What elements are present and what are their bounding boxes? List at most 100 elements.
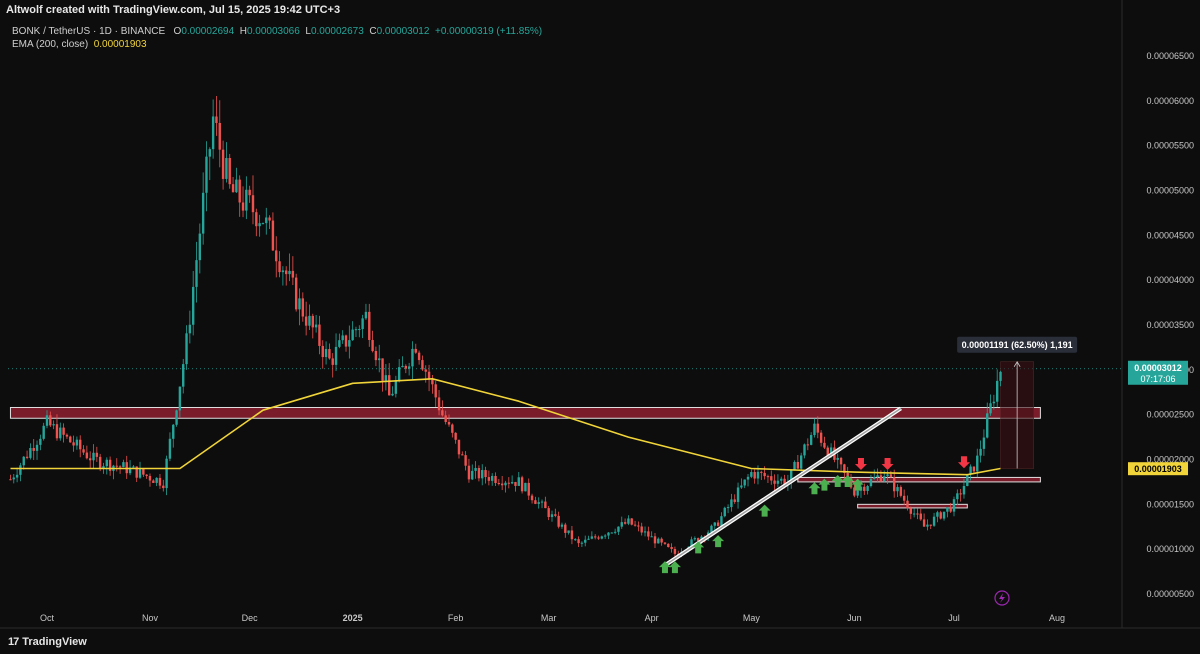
ema-line[interactable] (10, 378, 1001, 476)
candle-body (819, 432, 823, 443)
candle-body (813, 423, 816, 436)
candle-body (424, 369, 427, 372)
candle-body (876, 475, 879, 478)
candle-body (142, 468, 145, 475)
low-label: L (305, 26, 311, 37)
candle-body (760, 471, 763, 473)
trendline-inner (664, 407, 902, 566)
candle-body (271, 220, 275, 251)
candle-body (770, 476, 773, 481)
candle-body (490, 475, 494, 481)
candle-body (949, 507, 952, 512)
candle-body (251, 195, 255, 213)
candle-body (404, 365, 408, 369)
x-tick-label: Jun (847, 613, 862, 623)
candle-body (617, 526, 620, 532)
candle-body (780, 478, 783, 481)
ema-legend[interactable]: EMA (200, close) 0.00001903 (12, 39, 147, 50)
buy-arrow-icon (668, 561, 681, 574)
candle-body (693, 538, 697, 540)
candle-body (225, 157, 228, 179)
candle-body (839, 457, 843, 465)
candle-body (527, 482, 530, 496)
candle-body (979, 448, 982, 456)
support-zone[interactable] (797, 476, 1041, 483)
sell-arrow-icon (854, 457, 867, 470)
candle-body (716, 522, 720, 526)
candle-body (39, 438, 42, 445)
candle-body (211, 116, 215, 150)
close-value: 0.00003012 (376, 26, 430, 37)
resistance-zone[interactable] (9, 406, 1041, 419)
candle-body (52, 424, 55, 426)
support-zone-small[interactable] (857, 503, 968, 509)
candle-body (135, 466, 138, 478)
candle-body (756, 471, 760, 479)
candle-body (25, 456, 29, 458)
candle-body (633, 524, 637, 526)
y-tick-label: 0.00005500 (1146, 141, 1194, 151)
candle-body (613, 531, 617, 533)
candle-body (966, 474, 969, 487)
candle-body (893, 477, 896, 492)
candle-body (417, 352, 421, 361)
sell-arrow-icon (957, 456, 970, 469)
candle-body (866, 486, 869, 491)
candle-body (328, 349, 331, 359)
candle-body (630, 518, 633, 525)
candle-body (128, 467, 132, 474)
candle-body (986, 413, 989, 438)
candle-body (510, 482, 514, 484)
candle-body (231, 184, 235, 193)
candle-body (334, 346, 338, 365)
candle-body (497, 482, 501, 484)
candle-body (836, 457, 839, 460)
candle-body (248, 189, 251, 196)
candle-body (411, 348, 414, 367)
candle-body (590, 536, 594, 539)
candle-body (793, 461, 796, 470)
candle-body (341, 335, 344, 341)
tradingview-footer[interactable]: 17 TradingView (8, 636, 87, 648)
candle-body (437, 397, 441, 411)
candle-body (962, 486, 966, 495)
lightning-icon[interactable] (994, 590, 1010, 606)
candle-body (530, 495, 534, 501)
candle-body (454, 432, 457, 440)
close-label: C (369, 26, 377, 37)
candle-body (823, 442, 826, 448)
x-tick-label: May (743, 613, 761, 623)
candle-body (391, 393, 394, 396)
candle-body (268, 217, 271, 221)
symbol-legend[interactable]: BONK / TetherUS · 1D · BINANCE O0.000026… (12, 26, 542, 37)
candle-body (743, 479, 746, 486)
candle-body (826, 447, 829, 457)
candle-body (165, 458, 168, 489)
candle-body (115, 465, 118, 467)
candle-body (42, 425, 45, 439)
candle-body (952, 499, 956, 512)
candle-body (364, 311, 368, 319)
candle-body (484, 470, 487, 478)
candle-body (384, 375, 388, 381)
candle-body (288, 270, 291, 275)
candle-body (275, 250, 278, 262)
candle-body (241, 202, 245, 211)
candle-body (95, 452, 99, 457)
x-tick-label: Jul (948, 613, 960, 623)
candle-body (471, 470, 474, 480)
buy-arrow-icon (851, 478, 864, 491)
candle-body (208, 149, 211, 157)
candle-body (162, 485, 165, 489)
candle-body (308, 315, 311, 326)
candle-body (102, 466, 105, 469)
y-tick-label: 0.00002000 (1146, 455, 1194, 465)
countdown-label: 07:17:06 (1140, 374, 1175, 384)
candle-body (431, 379, 434, 385)
candle-body (168, 438, 172, 459)
measure-label-bg (957, 336, 1078, 353)
y-tick-label: 0.00004000 (1146, 275, 1194, 285)
candle-body (301, 298, 305, 317)
candle-body (88, 458, 92, 461)
